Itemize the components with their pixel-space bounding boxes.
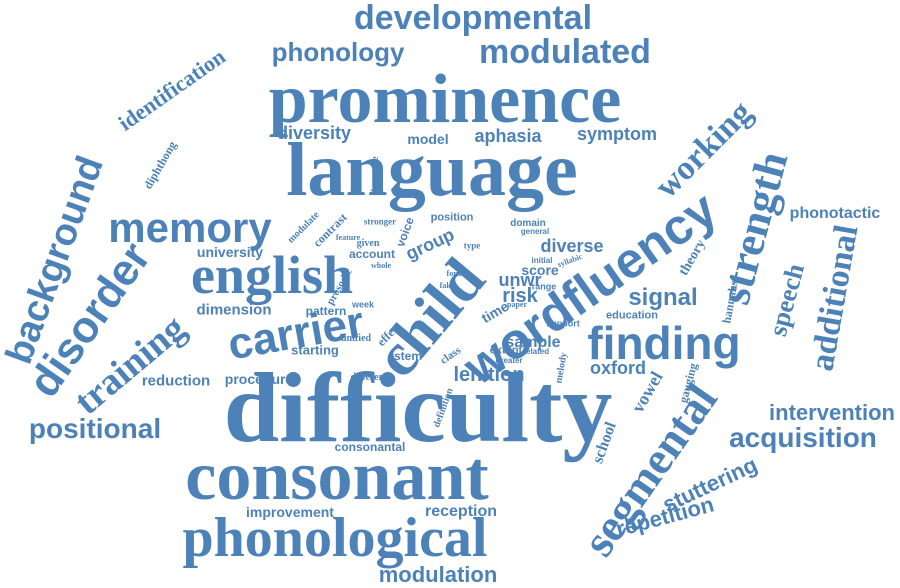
word-language: language xyxy=(286,128,578,212)
word-pattern: pattern xyxy=(305,304,347,318)
word-consonant: consonant xyxy=(185,438,489,515)
word-given: given xyxy=(356,238,380,249)
word-general: general xyxy=(520,227,550,236)
word-difficulty: difficulty xyxy=(223,352,613,463)
word-prominence: prominence xyxy=(268,61,622,138)
word-lenition: lenition xyxy=(453,364,525,386)
word-signal: signal xyxy=(628,284,698,311)
word-identification: identification xyxy=(113,43,230,136)
word-diverse: diverse xyxy=(540,236,604,256)
word-support: support xyxy=(546,318,580,329)
word-week: week xyxy=(351,299,375,310)
word-position: position xyxy=(430,211,474,224)
word-greater: greater xyxy=(495,356,523,365)
word-procedure: procedure xyxy=(224,371,294,387)
word-additional: additional xyxy=(803,222,866,374)
word-symptom: symptom xyxy=(576,124,658,144)
word-diversity: diversity xyxy=(276,123,352,143)
word-university: university xyxy=(196,244,264,260)
word-improvement: improvement xyxy=(246,504,334,520)
word-phonotactic: phonotactic xyxy=(789,205,881,222)
word-sample: sample xyxy=(505,334,561,351)
word-memory: memory xyxy=(108,204,272,251)
word-range: range xyxy=(531,281,557,292)
word-oxford: oxford xyxy=(590,358,646,378)
word-intervention: intervention xyxy=(769,400,895,425)
word-stronger: stronger xyxy=(363,216,397,227)
word-unified: unified xyxy=(340,333,372,344)
word-reception: reception xyxy=(424,503,498,520)
word-related: related xyxy=(522,347,550,356)
word-score: score xyxy=(521,262,559,278)
word-modulation: modulation xyxy=(378,562,498,587)
word-unwr: unwr xyxy=(498,270,542,290)
word-model: model xyxy=(407,131,449,147)
word-extent: extent xyxy=(489,344,523,357)
word-fake: fake xyxy=(439,281,455,290)
word-phonological: phonological xyxy=(182,507,488,569)
word-english: english xyxy=(190,245,354,305)
word-initial: initial xyxy=(531,256,553,265)
word-consonantal: consonantal xyxy=(334,440,406,454)
word-risk: risk xyxy=(502,285,538,307)
word-developmental: developmental xyxy=(353,0,593,37)
word-different: different xyxy=(350,372,388,383)
word-whole: whole xyxy=(371,261,391,270)
word-feature: feature xyxy=(335,233,361,242)
word-speech: speech xyxy=(762,260,811,340)
word-account: account xyxy=(348,247,396,261)
word-acquisition: acquisition xyxy=(729,422,877,453)
word-paper: paper xyxy=(507,300,527,309)
word-aphasia: aphasia xyxy=(474,126,542,146)
word-type: type xyxy=(463,240,481,251)
word-stem: stem xyxy=(393,349,423,363)
word-positional: positional xyxy=(28,413,162,444)
word-dimension: dimension xyxy=(196,301,272,319)
word-starting: starting xyxy=(291,342,339,358)
word-phonology: phonology xyxy=(271,37,405,67)
word-form: form xyxy=(446,269,464,278)
word-education: education xyxy=(606,309,658,322)
word-reduction: reduction xyxy=(141,372,211,390)
word-modulated: modulated xyxy=(479,33,651,71)
word-finding: finding xyxy=(587,317,741,369)
word-domain: domain xyxy=(510,218,546,229)
word-diphthong: diphthong xyxy=(140,138,180,192)
